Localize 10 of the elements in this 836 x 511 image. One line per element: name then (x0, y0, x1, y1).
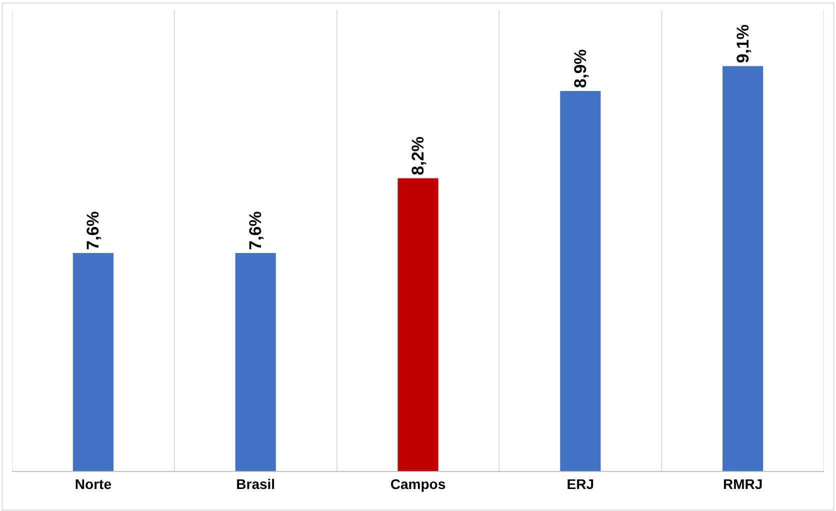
x-tick-label: Campos (390, 476, 446, 492)
x-tick-label: Norte (74, 476, 112, 492)
x-tick-label: Brasil (236, 476, 276, 492)
data-label: 8,2% (408, 136, 428, 176)
x-tick-label: RMRJ (722, 476, 763, 492)
data-label: 7,6% (246, 211, 266, 250)
x-tick-label: ERJ (566, 476, 594, 492)
data-label: 7,6% (84, 211, 103, 250)
data-label: 8,9% (570, 49, 590, 88)
data-label: 9,1% (733, 24, 752, 64)
